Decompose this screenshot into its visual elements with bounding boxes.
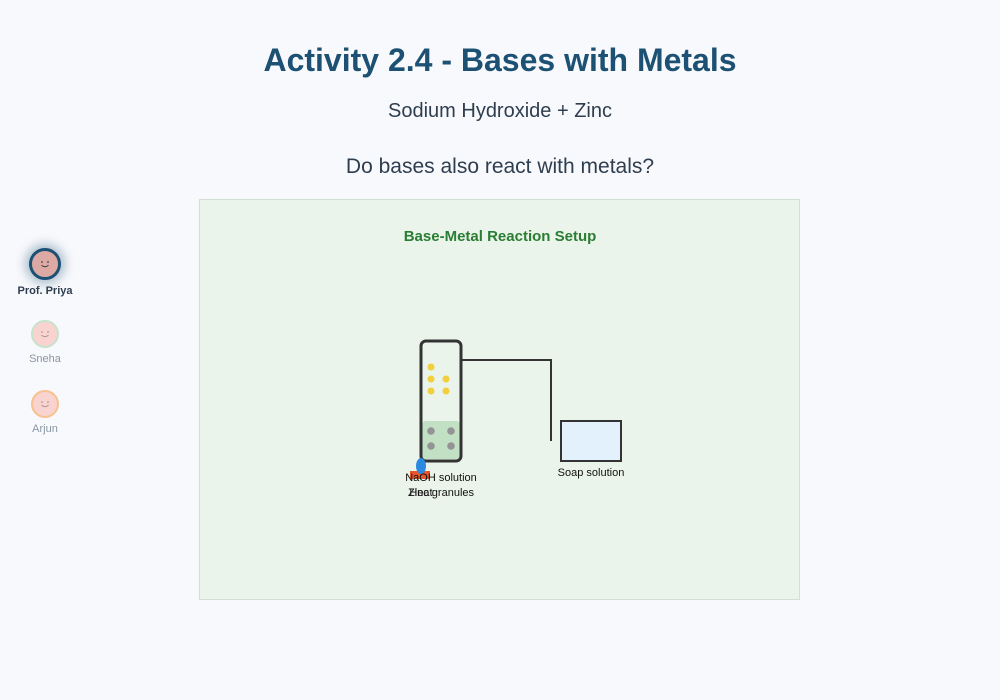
participant-name: Prof. Priya — [17, 285, 73, 297]
soap-solution-label: Soap solution — [558, 467, 625, 479]
reaction-diagram: Base-Metal Reaction Setup — [199, 199, 800, 600]
participant-prof-priya[interactable]: Prof. Priya — [0, 248, 90, 297]
participant-name: Arjun — [32, 423, 58, 435]
participant-arjun[interactable]: Arjun — [0, 390, 90, 435]
activity-question: Do bases also react with metals? — [345, 155, 655, 178]
diagram-title: Base-Metal Reaction Setup — [404, 228, 597, 245]
flame-icon — [410, 458, 430, 479]
test-tube — [419, 339, 463, 463]
delivery-tube — [461, 359, 552, 441]
hydrogen-bubbles — [427, 363, 450, 395]
page-title: Activity 2.4 - Bases with Metals — [263, 42, 737, 78]
reaction-setup-svg: Base-Metal Reaction Setup — [404, 228, 625, 499]
naoh-solution-label: NaOH solution — [405, 472, 477, 484]
smiley-face-icon — [33, 322, 57, 346]
heat-label: Heat — [409, 487, 432, 499]
avatar[interactable] — [29, 248, 61, 280]
smiley-face-icon — [33, 392, 57, 416]
avatar[interactable] — [31, 390, 59, 418]
page-subtitle: Sodium Hydroxide + Zinc — [388, 100, 612, 122]
naoh-liquid — [422, 421, 460, 459]
participant-name: Sneha — [29, 353, 61, 365]
smiley-face-icon — [32, 251, 58, 277]
zinc-granules-label: Zinc granules — [408, 487, 475, 499]
zinc-granules — [427, 427, 455, 450]
participant-sneha[interactable]: Sneha — [0, 320, 90, 365]
avatar[interactable] — [31, 320, 59, 348]
soap-solution-dish — [560, 420, 622, 462]
